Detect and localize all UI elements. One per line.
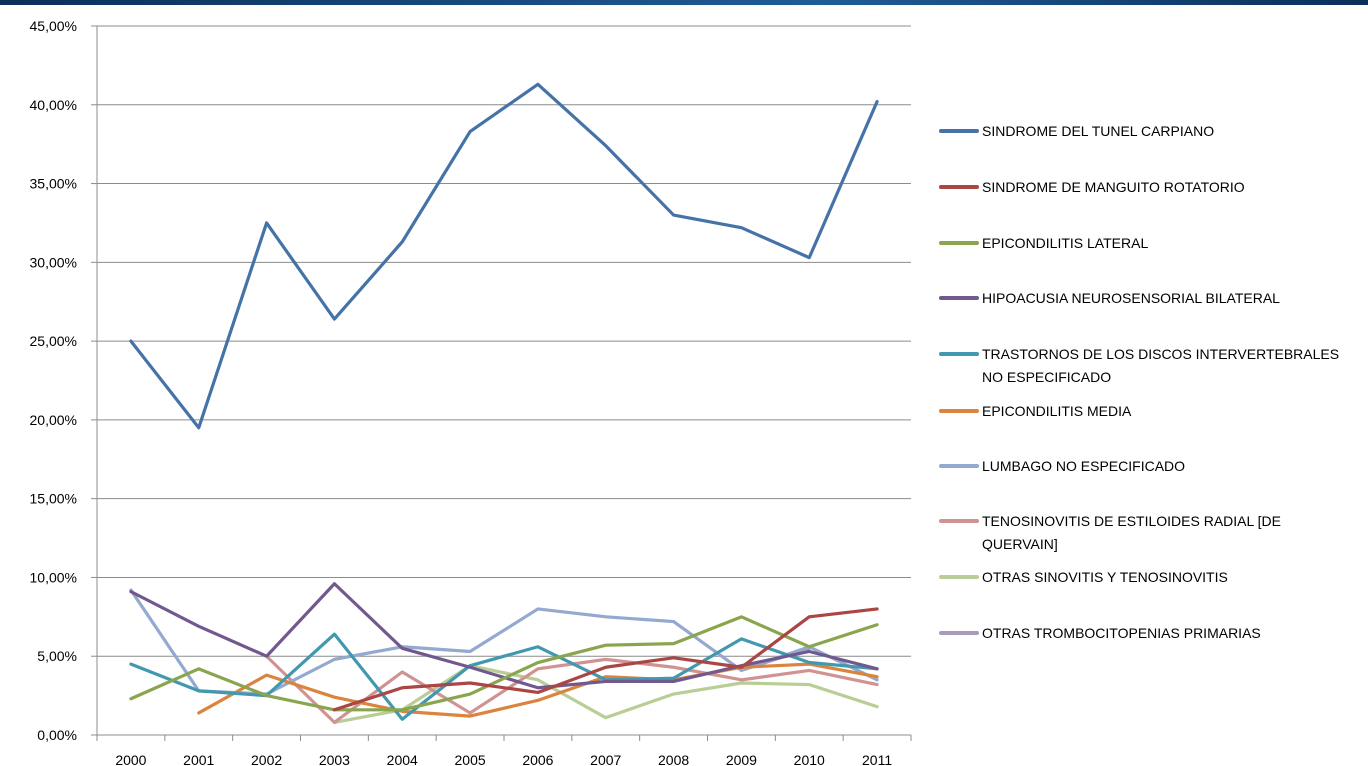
y-tick-label: 5,00% [37, 648, 77, 664]
series-2 [129, 615, 879, 712]
legend-label: SINDROME DEL TUNEL CARPIANO [982, 123, 1214, 139]
x-tick-label: 2001 [183, 752, 214, 766]
legend-item: EPICONDILITIS MEDIA [939, 403, 1132, 419]
series-0 [129, 82, 879, 430]
legend-item: SINDROME DEL TUNEL CARPIANO [939, 123, 1214, 139]
x-tick-label: 2007 [590, 752, 621, 766]
x-tick-label: 2003 [319, 752, 350, 766]
series-line [332, 664, 879, 724]
series-line [332, 607, 879, 712]
series-line [129, 82, 879, 430]
y-tick-label: 10,00% [30, 569, 77, 585]
y-tick-label: 45,00% [30, 18, 77, 34]
legend-label: OTRAS TROMBOCITOPENIAS PRIMARIAS [982, 625, 1261, 641]
legend-label: HIPOACUSIA NEUROSENSORIAL BILATERAL [982, 290, 1280, 306]
legend-label: QUERVAIN] [982, 536, 1058, 552]
series-line [197, 662, 879, 718]
legend-item: HIPOACUSIA NEUROSENSORIAL BILATERAL [939, 290, 1280, 306]
x-tick-label: 2011 [862, 752, 892, 766]
legend-label: EPICONDILITIS LATERAL [982, 235, 1148, 251]
y-tick-label: 20,00% [30, 412, 77, 428]
legend-item: TENOSINOVITIS DE ESTILOIDES RADIAL [DE QU… [939, 513, 1281, 552]
legend-label: TENOSINOVITIS DE ESTILOIDES RADIAL [DE [982, 513, 1281, 529]
legend-item: LUMBAGO NO ESPECIFICADO [939, 458, 1185, 474]
top-banner [0, 0, 1368, 5]
legend-label: OTRAS SINOVITIS Y TENOSINOVITIS [982, 569, 1228, 585]
legend: SINDROME DEL TUNEL CARPIANO SINDROME DE M… [939, 123, 1339, 641]
gridlines [97, 25, 911, 657]
series-1 [332, 607, 879, 712]
legend-label: EPICONDILITIS MEDIA [982, 403, 1132, 419]
x-tick-label: 2010 [794, 752, 825, 766]
legend-item: SINDROME DE MANGUITO ROTATORIO [939, 179, 1245, 195]
x-tick-label: 2000 [115, 752, 146, 766]
x-tick-label: 2006 [522, 752, 553, 766]
series-4 [129, 632, 879, 721]
y-tick-label: 35,00% [30, 176, 77, 192]
x-tick-label: 2002 [251, 752, 282, 766]
axes: 0,00% 5,00% 10,00% 15,00% 20,00% 25,00% 30,00%… [30, 18, 912, 766]
x-tick-label: 2009 [726, 752, 757, 766]
legend-label: SINDROME DE MANGUITO ROTATORIO [982, 179, 1245, 195]
y-tick-label: 25,00% [30, 333, 77, 349]
legend-item: OTRAS SINOVITIS Y TENOSINOVITIS [939, 569, 1228, 585]
y-tick-label: 15,00% [30, 491, 77, 507]
legend-label: NO ESPECIFICADO [982, 369, 1111, 385]
y-tick-label: 30,00% [30, 254, 77, 270]
series-line [129, 615, 879, 712]
legend-label: TRASTORNOS DE LOS DISCOS INTERVERTEBRALE… [982, 346, 1339, 362]
legend-label: LUMBAGO NO ESPECIFICADO [982, 458, 1185, 474]
legend-item: TRASTORNOS DE LOS DISCOS INTERVERTEBRALE… [939, 346, 1339, 385]
legend-item: OTRAS TROMBOCITOPENIAS PRIMARIAS [939, 625, 1261, 641]
x-tick-label: 2008 [658, 752, 689, 766]
series-5 [197, 662, 879, 718]
legend-item: EPICONDILITIS LATERAL [939, 235, 1148, 251]
y-tick-label: 0,00% [37, 727, 77, 743]
series-line [129, 632, 879, 721]
y-tick-label: 40,00% [30, 97, 77, 113]
series-8 [332, 664, 879, 724]
series-lines [129, 82, 879, 724]
x-tick-label: 2005 [455, 752, 486, 766]
x-tick-label: 2004 [387, 752, 418, 766]
